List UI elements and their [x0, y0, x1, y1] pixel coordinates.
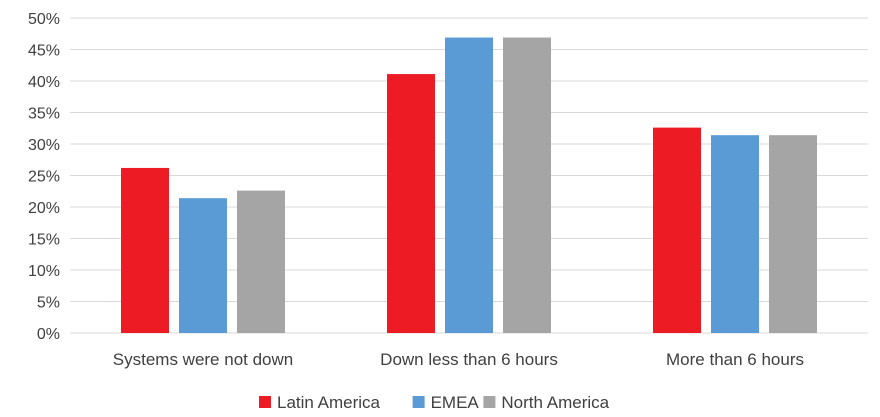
bar-north-america: [503, 37, 551, 333]
legend-swatch: [483, 396, 496, 408]
bar-north-america: [769, 135, 817, 333]
y-tick-label: 15%: [28, 232, 60, 249]
x-category-label: Systems were not down: [113, 350, 293, 369]
y-tick-label: 50%: [28, 11, 60, 28]
y-tick-label: 40%: [28, 74, 60, 91]
y-tick-label: 35%: [28, 106, 60, 123]
legend-item: EMEA: [412, 393, 480, 412]
y-axis-ticks: 0% 5% 10% 15% 20% 25% 30% 35% 40% 45% 50%: [28, 11, 60, 343]
bar-latin-america: [121, 167, 169, 333]
bar-emea: [179, 198, 227, 333]
bars: [121, 37, 817, 334]
x-category-label: Down less than 6 hours: [380, 350, 558, 369]
y-tick-label: 30%: [28, 137, 60, 154]
legend-label: EMEA: [431, 393, 480, 412]
bar-latin-america: [653, 127, 701, 334]
x-axis-categories: Systems were not down Down less than 6 ho…: [113, 350, 804, 369]
bar-latin-america: [387, 74, 435, 333]
legend: Latin America EMEA North America: [259, 393, 610, 412]
bar-north-america: [237, 190, 285, 333]
y-tick-label: 45%: [28, 43, 60, 60]
y-tick-label: 10%: [28, 263, 60, 280]
y-tick-label: 0%: [37, 326, 60, 343]
legend-swatch: [412, 396, 425, 408]
y-tick-label: 25%: [28, 169, 60, 186]
legend-item: Latin America: [259, 393, 381, 412]
legend-label: North America: [501, 393, 609, 412]
legend-label: Latin America: [277, 393, 381, 412]
y-tick-label: 20%: [28, 200, 60, 217]
bar-emea: [711, 135, 759, 333]
y-tick-label: 5%: [37, 295, 60, 312]
x-category-label: More than 6 hours: [666, 350, 804, 369]
legend-item: North America: [483, 393, 610, 412]
bar-emea: [445, 37, 493, 333]
legend-swatch: [259, 396, 271, 408]
